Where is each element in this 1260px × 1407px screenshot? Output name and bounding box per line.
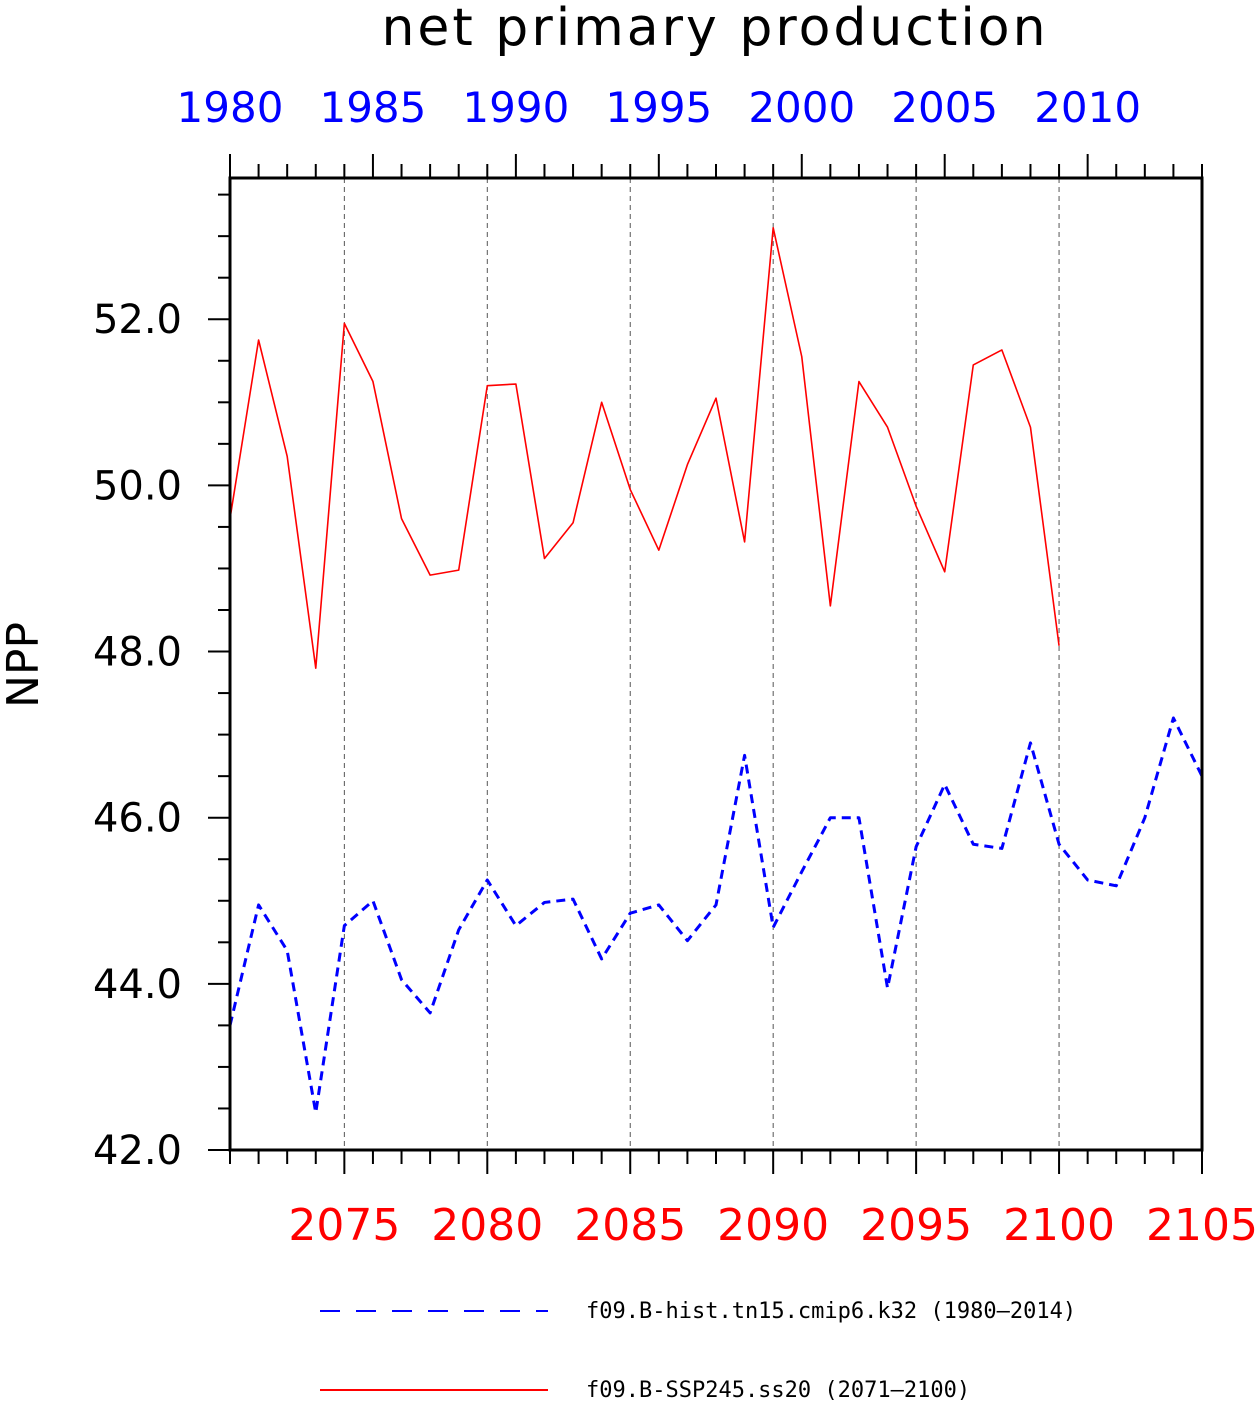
- tick-labels: 42.0 44.0 46.0 48.0 50.0 52.0 1980 1985 1990 1995…: [93, 83, 1258, 1251]
- y-tick-label: 48.0: [93, 630, 182, 676]
- series-line-1: [229, 227, 1060, 669]
- legend: f09.B-hist.tn15.cmip6.k32 (1980–2014) f0…: [320, 1299, 1076, 1403]
- bottom-tick-label: 2100: [1003, 1200, 1115, 1251]
- y-tick-label: 46.0: [93, 796, 182, 842]
- chart-title: net primary production: [381, 0, 1048, 58]
- legend-label-hist: f09.B-hist.tn15.cmip6.k32 (1980–2014): [586, 1299, 1076, 1324]
- bottom-tick-label: 2095: [860, 1200, 972, 1251]
- top-tick-label: 2010: [1034, 83, 1141, 132]
- bottom-tick-label: 2085: [574, 1200, 686, 1251]
- plot-frame: [228, 176, 1204, 1152]
- bottom-tick-label: 2080: [431, 1200, 543, 1251]
- top-tick-label: 1980: [177, 83, 284, 132]
- bottom-tick-label: 2075: [288, 1200, 400, 1251]
- top-tick-label: 1995: [605, 83, 712, 132]
- bottom-tick-label: 2090: [717, 1200, 829, 1251]
- top-tick-label: 2000: [748, 83, 855, 132]
- series-layer: [228, 227, 1204, 1115]
- y-tick-label: 42.0: [93, 1128, 182, 1174]
- top-tick-label: 2005: [891, 83, 998, 132]
- y-axis-label: NPP: [0, 622, 49, 708]
- bottom-tick-label: 2105: [1146, 1200, 1258, 1251]
- top-tick-label: 1985: [319, 83, 426, 132]
- y-tick-label: 50.0: [93, 463, 182, 509]
- y-tick-label: 44.0: [93, 962, 182, 1008]
- grid-lines: [343, 178, 1060, 1150]
- legend-label-ssp245: f09.B-SSP245.ss20 (2071–2100): [586, 1378, 970, 1403]
- y-tick-label: 52.0: [93, 297, 182, 343]
- axes: [208, 154, 1204, 1174]
- series-line-0: [228, 716, 1204, 1115]
- top-tick-label: 1990: [462, 83, 569, 132]
